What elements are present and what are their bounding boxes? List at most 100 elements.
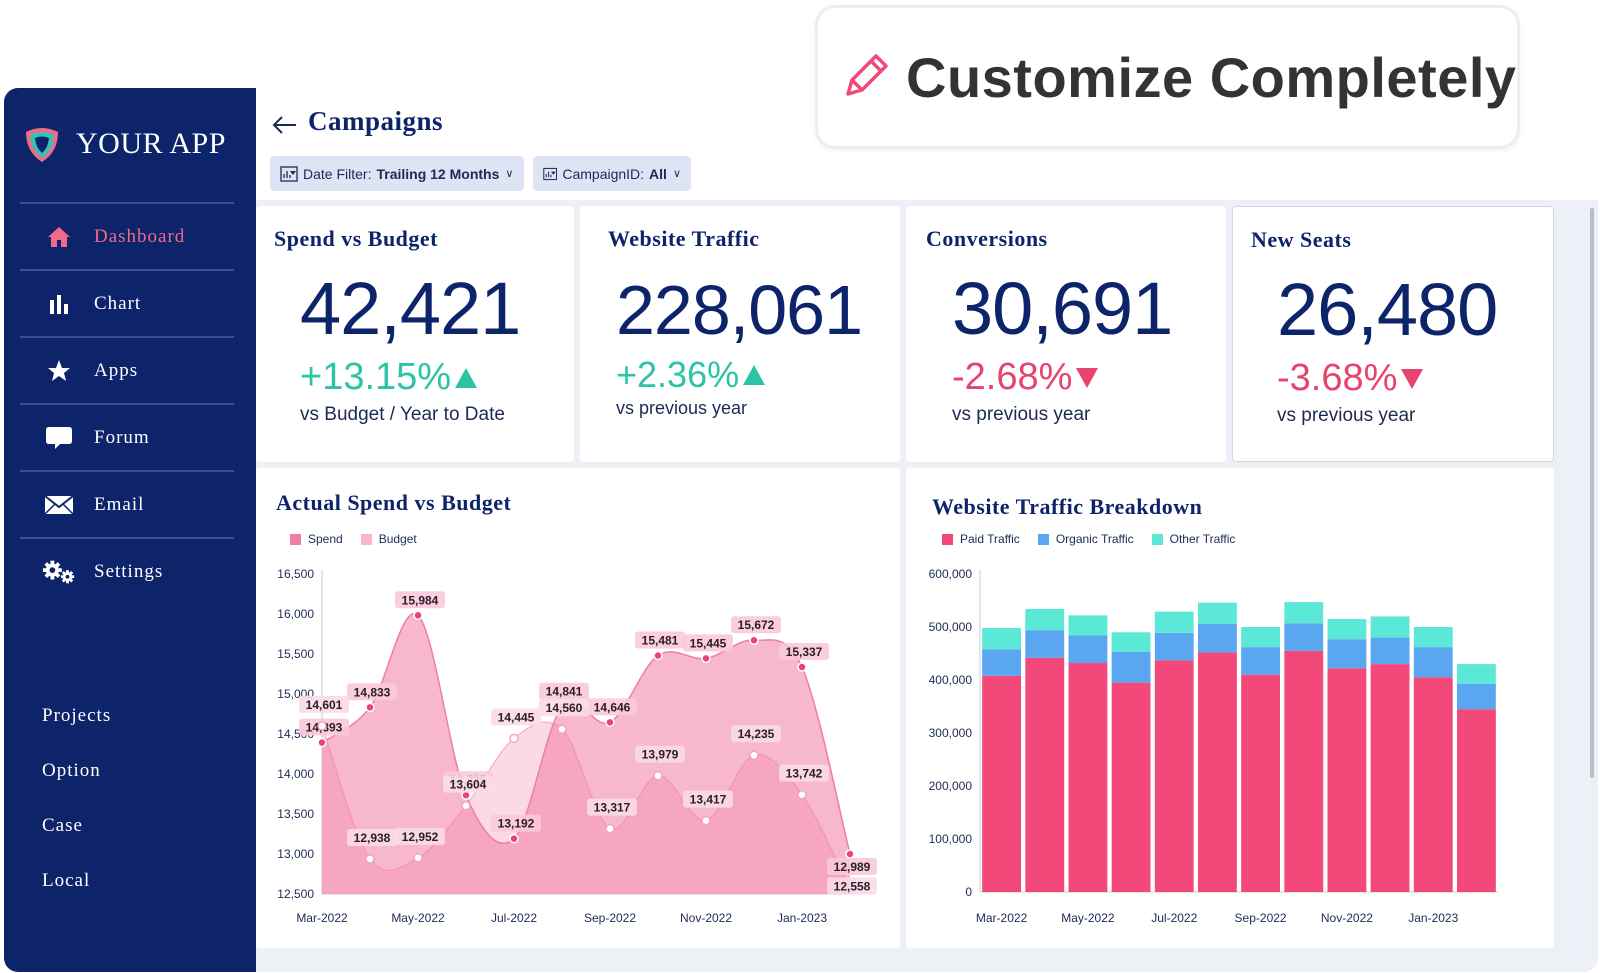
kpi-card-spend: Spend vs Budget 42,421 +13.15% vs Budget… (256, 206, 574, 462)
sidebar-item-email[interactable]: Email (20, 470, 234, 537)
home-icon (42, 223, 76, 251)
data-point (317, 721, 327, 731)
data-point (653, 770, 663, 781)
bar-segment-organic-traffic (1370, 637, 1410, 665)
sidebar-item-label: Chart (94, 292, 142, 314)
traffic-stacked-bar-chart: 600,000 500,000 400,000 300,000 200,000 100,0… (929, 567, 1498, 925)
data-label: 15,481 (635, 631, 685, 649)
bar-segment-other-traffic (1154, 611, 1194, 633)
bar-segment-organic-traffic (1241, 647, 1281, 675)
kpi-card-new-seats: New Seats 26,480 -3.68% vs previous year (1232, 206, 1554, 462)
sidebar-item-case[interactable]: Case (42, 815, 83, 836)
envelope-icon (42, 491, 76, 519)
data-label: 14,560 (539, 699, 589, 717)
data-point (797, 662, 807, 672)
data-label: 14,646 (587, 698, 637, 716)
legend-swatch (1151, 533, 1163, 545)
y-tick-label: 600,000 (929, 567, 973, 581)
kpi-subtext: vs Budget / Year to Date (300, 404, 505, 425)
y-tick-label: 300,000 (929, 726, 973, 740)
filter-value: Trailing 12 Months (376, 165, 500, 182)
data-label-text: 15,481 (642, 634, 679, 648)
bar-chart-icon (42, 290, 76, 318)
legend-item[interactable]: Spend (290, 532, 343, 546)
data-label-text: 14,235 (738, 727, 775, 741)
x-tick-label: May-2022 (391, 911, 445, 925)
up-arrow-icon (743, 365, 766, 385)
x-tick-label: Nov-2022 (1321, 911, 1373, 925)
sidebar-item-label: Dashboard (94, 225, 186, 247)
sidebar-item-chart[interactable]: Chart (20, 269, 234, 336)
spend-area-chart: 16,50016,00015,50015,00014,50014,00013,5… (277, 567, 877, 925)
data-label-text: 15,672 (738, 618, 775, 632)
data-label-text: 14,841 (546, 685, 583, 699)
legend-label: Other Traffic (1169, 532, 1236, 546)
y-tick-label: 500,000 (929, 620, 973, 634)
x-tick-label: Nov-2022 (680, 911, 732, 925)
spend-vs-budget-chart-card: Actual Spend vs Budget Spend Budget 16,5… (256, 468, 900, 948)
bar-segment-paid-traffic (1111, 682, 1151, 892)
back-arrow-icon[interactable] (270, 110, 300, 140)
data-label-text: 14,445 (498, 710, 535, 724)
legend-item[interactable]: Paid Traffic (942, 532, 1020, 546)
bar-segment-paid-traffic (1025, 657, 1065, 892)
bar-segment-paid-traffic (1413, 677, 1453, 892)
sidebar-item-projects[interactable]: Projects (42, 705, 112, 726)
y-tick-label: 16,500 (277, 567, 314, 581)
sidebar-item-apps[interactable]: Apps (20, 336, 234, 403)
legend-item[interactable]: Other Traffic (1151, 532, 1236, 546)
y-tick-label: 400,000 (929, 673, 973, 687)
data-label-text: 12,952 (402, 830, 439, 844)
data-point (509, 833, 519, 844)
bar-segment-organic-traffic (1284, 623, 1324, 651)
kpi-title: Conversions (926, 226, 1048, 251)
data-label-text: 12,558 (834, 879, 871, 893)
bar-segment-organic-traffic (982, 649, 1022, 676)
data-label-bg (443, 775, 493, 793)
data-label: 13,317 (587, 798, 637, 816)
date-filter-dropdown[interactable]: Date Filter: Trailing 12 Months ∨ (270, 156, 524, 191)
brand[interactable]: YOUR APP (22, 124, 226, 164)
data-label: 15,337 (779, 643, 829, 661)
bar-segment-organic-traffic (1025, 630, 1065, 658)
bar-segment-other-traffic (1197, 602, 1237, 624)
data-label-text: 13,417 (690, 793, 727, 807)
scrollbar[interactable] (1590, 208, 1594, 778)
data-label: 12,952 (395, 827, 445, 845)
sidebar-item-dashboard[interactable]: Dashboard (20, 202, 234, 269)
sidebar-item-forum[interactable]: Forum (20, 403, 234, 470)
data-label: 14,601 (299, 695, 349, 713)
data-label: 15,445 (683, 634, 733, 652)
sidebar-item-local[interactable]: Local (42, 870, 91, 891)
kpi-change: -3.68% (1277, 357, 1424, 400)
legend-item[interactable]: Budget (360, 532, 417, 546)
bar-segment-other-traffic (1456, 664, 1496, 684)
data-point (365, 854, 375, 864)
data-label-text: 14,833 (354, 685, 391, 699)
legend-item[interactable]: Organic Traffic (1037, 532, 1134, 546)
data-label-bg (539, 682, 589, 700)
y-tick-label: 15,500 (277, 647, 314, 661)
x-tick-label: Jul-2022 (1151, 911, 1197, 925)
data-label-text: 13,979 (642, 748, 679, 762)
kpi-subtext: vs previous year (616, 398, 748, 418)
secondary-nav: Projects Option Case Local (42, 688, 111, 908)
chart-title: Actual Spend vs Budget (276, 490, 512, 515)
sidebar-item-option[interactable]: Option (42, 760, 101, 781)
legend-label: Budget (378, 532, 417, 546)
bar-segment-other-traffic (1241, 627, 1281, 648)
campaign-id-dropdown[interactable]: CampaignID: All ∨ (533, 156, 691, 191)
legend-label: Organic Traffic (1055, 532, 1134, 546)
y-tick-label: 0 (965, 885, 972, 899)
x-tick-label: Mar-2022 (976, 911, 1028, 925)
data-label-bg (539, 699, 589, 717)
legend-swatch (942, 533, 953, 545)
callout-text: Customize Completely (906, 45, 1517, 109)
bar-segment-other-traffic (1370, 616, 1410, 638)
data-label-text: 14,560 (546, 701, 583, 715)
x-tick-label: Sep-2022 (1235, 911, 1287, 925)
gears-icon (42, 558, 76, 586)
y-tick-label: 200,000 (929, 779, 973, 793)
data-point (605, 717, 615, 728)
sidebar-item-settings[interactable]: Settings (20, 537, 234, 604)
